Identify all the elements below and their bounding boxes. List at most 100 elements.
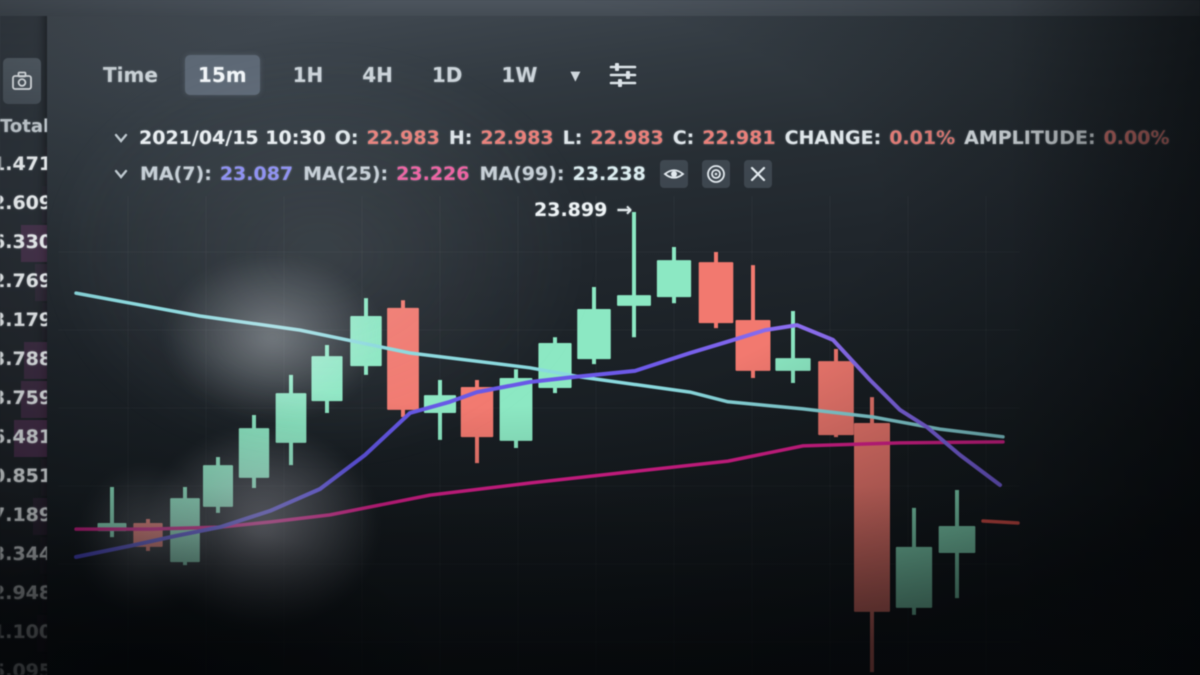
ohlc-field: C: 22.981	[673, 127, 776, 149]
orderbook-rows: 1.471 2.609 6.330 2.769 3.179 3.788 3.759 6.481…	[0, 146, 47, 675]
close-icon[interactable]	[743, 160, 772, 188]
sliders-icon[interactable]	[607, 59, 639, 91]
ohlc-field-value: 22.981	[702, 127, 776, 149]
orderbook-row[interactable]: 2.769	[0, 263, 47, 302]
timeframe-1H[interactable]: 1H	[292, 63, 324, 87]
orderbook-total-value: 3.759	[0, 387, 47, 409]
ohlc-field-label: CHANGE:	[784, 127, 882, 149]
last-price-marker	[981, 519, 1020, 525]
orderbook-row[interactable]: 6.330	[0, 224, 47, 263]
orderbook-row[interactable]: 2.609	[0, 185, 47, 224]
orderbook-total-value: 2.769	[0, 270, 47, 292]
orderbook-row[interactable]: 1.471	[0, 146, 47, 185]
ohlc-readout-row: 2021/04/15 10:30 O: 22.983 H: 22.983 L: 22.98…	[112, 127, 1169, 149]
orderbook-row[interactable]: 3.759	[0, 380, 47, 419]
candle-down	[854, 423, 890, 612]
candle-down	[818, 361, 854, 436]
orderbook-row[interactable]: 0.851	[0, 458, 47, 497]
target-icon[interactable]	[701, 160, 730, 188]
ma-values: MA(7): 23.087 MA(25): 23.226 MA(99): 23.238	[140, 163, 646, 185]
timeframe-toolbar: Time 15m 1H 4H 1D 1W ▼	[103, 55, 639, 95]
ma-item: MA(99): 23.238	[480, 163, 646, 185]
orderbook-row[interactable]: 6.481	[0, 419, 47, 458]
orderbook-row[interactable]: 5.095	[0, 653, 47, 675]
ohlc-field-label: AMPLITUDE:	[964, 127, 1096, 149]
timeframe-15m[interactable]: 15m	[184, 55, 260, 95]
ohlc-field-label: O:	[334, 127, 359, 149]
candle-down	[387, 307, 419, 410]
ohlc-field-label: L:	[562, 127, 583, 149]
orderbook-row[interactable]: 7.189	[0, 497, 47, 536]
orderbook-total-value: 6.330	[0, 231, 47, 253]
ohlc-field-value: 0.01%	[889, 127, 956, 149]
orderbook-row[interactable]: 3.788	[0, 341, 47, 380]
eye-icon[interactable]	[659, 160, 688, 188]
orderbook-total-value: 2.609	[0, 192, 47, 214]
ma-item: MA(25): 23.226	[303, 163, 469, 185]
candle-down	[735, 320, 771, 371]
ma-value: 23.087	[219, 163, 294, 185]
ma-item: MA(7): 23.087	[140, 163, 293, 185]
orderbook-total-value: 3.788	[0, 348, 47, 370]
orderbook-total-value: 2.948	[0, 582, 47, 604]
chevron-down-icon[interactable]	[112, 129, 130, 147]
candle-up	[275, 393, 307, 443]
orderbook-total-value: 6.481	[0, 426, 47, 448]
ohlc-field: O: 22.983	[335, 127, 440, 149]
orderbook-total-value: 3.179	[0, 309, 47, 331]
candle-up	[311, 356, 343, 402]
ma-value: 23.226	[396, 163, 470, 185]
timeframe-1D[interactable]: 1D	[431, 63, 463, 87]
orderbook-total-value: 1.100	[0, 621, 47, 643]
orderbook-row[interactable]: 3.344	[0, 536, 47, 575]
orderbook-total-value: 3.344	[0, 543, 47, 565]
ma-value: 23.238	[572, 163, 646, 185]
candle-datetime: 2021/04/15 10:30	[139, 127, 326, 149]
orderbook-total-value: 1.471	[0, 153, 47, 175]
ohlc-fields: O: 22.983 H: 22.983 L: 22.983 C: 22.981 CHANGE: 0…	[335, 127, 1170, 149]
ohlc-field-value: 22.983	[590, 127, 664, 149]
time-label: Time	[103, 63, 158, 87]
orderbook-total-value: 5.095	[0, 660, 47, 675]
ma-label: MA(99):	[479, 163, 565, 185]
price-annotation: 23.899 →	[534, 199, 632, 221]
top-clipped-row: 0.77% 2.45M 22.98 4 5 1	[0, 0, 1200, 16]
arrow-right-icon: →	[616, 199, 633, 221]
candle-up	[617, 295, 651, 306]
clipped-text-fragment: 5	[296, 0, 308, 4]
candle-up	[202, 465, 234, 507]
clipped-text-fragment: 1	[322, 0, 334, 4]
ohlc-field-label: C:	[672, 127, 695, 149]
orderbook-row[interactable]: 2.948	[0, 575, 47, 614]
ohlc-field-value: 22.983	[480, 127, 554, 149]
clipped-text-fragment: 0.77%	[6, 0, 65, 4]
orderbook-row[interactable]: 3.179	[0, 302, 47, 341]
timeframe-1W[interactable]: 1W	[501, 63, 538, 87]
clipped-text-fragment: 2.45M	[90, 0, 149, 4]
orderbook-total-value: 0.851	[0, 465, 47, 487]
chevron-down-icon[interactable]	[112, 165, 130, 183]
clipped-text-fragment: 4	[258, 0, 270, 4]
candle-up	[775, 358, 811, 371]
camera-icon[interactable]	[3, 58, 41, 104]
ma-label: MA(25):	[303, 163, 389, 185]
candle-down	[698, 262, 734, 324]
ma-label: MA(7):	[140, 163, 212, 185]
annotation-value: 23.899	[534, 199, 608, 221]
caret-down-icon[interactable]: ▼	[570, 69, 581, 84]
ohlc-field-value: 0.00%	[1103, 127, 1170, 149]
ohlc-field: CHANGE: 0.01%	[785, 127, 956, 149]
ohlc-field-label: H:	[448, 127, 473, 149]
candle-up	[938, 526, 976, 553]
ohlc-field-value: 22.983	[366, 127, 440, 149]
ohlc-field: AMPLITUDE: 0.00%	[964, 127, 1169, 149]
orderbook-row[interactable]: 1.100	[0, 614, 47, 653]
timeframe-4H[interactable]: 4H	[362, 63, 393, 87]
candle-up	[577, 308, 611, 360]
candle-up	[895, 546, 933, 608]
ohlc-field: H: 22.983	[449, 127, 554, 149]
ohlc-field: L: 22.983	[563, 127, 664, 149]
candle-up	[656, 260, 692, 298]
